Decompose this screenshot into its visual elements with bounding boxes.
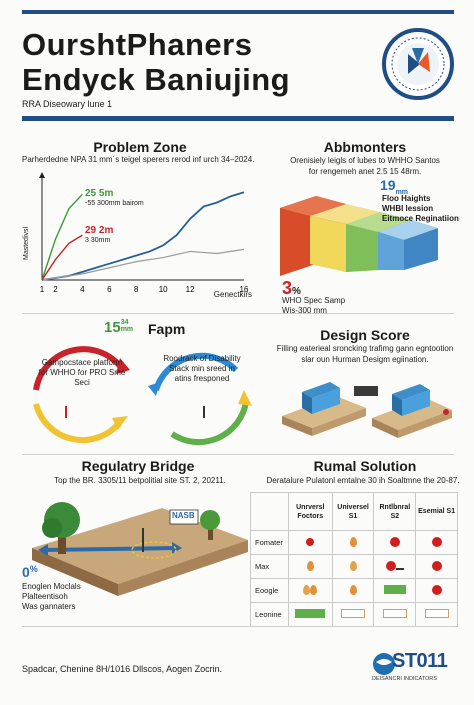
sol-col-2: Universel S1 bbox=[331, 492, 375, 531]
sol-col-0 bbox=[250, 492, 289, 531]
annot-green-note: -55 300mm bairom bbox=[85, 200, 144, 207]
abb-note-1: WHO Spec Samp bbox=[282, 296, 346, 305]
design-caption-2: slar oun Hurman Desigm egiination. bbox=[301, 355, 429, 364]
drop-icon bbox=[303, 584, 311, 595]
globe-icon bbox=[373, 653, 395, 675]
table-row: Eoogle bbox=[250, 578, 458, 603]
section-divider-2 bbox=[22, 454, 454, 455]
dot-icon bbox=[431, 584, 442, 595]
abb-stat-value: 19mm bbox=[380, 177, 409, 196]
series-line-2 bbox=[41, 248, 245, 281]
abb-caption-1: Orenisiely leigls of lubes to WHHO Santo… bbox=[290, 156, 440, 165]
drop-icon bbox=[349, 536, 357, 547]
design-heading: Design Score bbox=[320, 327, 410, 343]
abb-caption-2: for rengemeh anet 2.5 15 48rm. bbox=[308, 167, 422, 176]
solution-heading: Rumal Solution bbox=[313, 458, 417, 474]
series-line-3 bbox=[41, 193, 83, 281]
bridge-sign: NASB bbox=[172, 511, 195, 520]
header-top-rule bbox=[22, 10, 454, 14]
annot-red-value: 29 2m bbox=[85, 225, 114, 236]
solution-table: Unrversl Foctors Universel S1 Rntlbnral … bbox=[250, 492, 458, 627]
abb-note-2: Wis-300 mm bbox=[282, 306, 327, 315]
problem-chart: 1 2 4 6 8 10 12 16 Mastedivsl Genectkirs 25 5m … bbox=[22, 168, 252, 303]
solution-caption: Deratalure Pulatonl emtalne 30 ih Soaltm… bbox=[266, 476, 460, 485]
drop-icon bbox=[310, 584, 318, 595]
series-line-1 bbox=[41, 191, 245, 281]
sol-col-1: Unrversl Foctors bbox=[287, 492, 333, 531]
y-axis-arrow bbox=[39, 172, 45, 178]
x-tick-label: 6 bbox=[107, 285, 112, 294]
problem-chart-svg: 1 2 4 6 8 10 12 16 bbox=[39, 172, 249, 294]
annot-red-note: 3 30mm bbox=[85, 237, 111, 244]
footer-text: Spadcar, Chenine 8H/1016 Dllscos, Aogen … bbox=[22, 664, 223, 674]
bridge-line-1: Enoglen Moclals bbox=[22, 582, 81, 591]
header-bottom-rule bbox=[22, 116, 454, 121]
dot-icon bbox=[385, 560, 396, 571]
x-tick-label: 1 bbox=[40, 285, 45, 294]
table-row: Leonine bbox=[250, 602, 458, 627]
problem-ylabel: Mastedivsl bbox=[23, 226, 30, 260]
x-tick-label: 2 bbox=[53, 285, 58, 294]
abb-heading: Abbmonters bbox=[323, 139, 407, 155]
bridge-graphic: NASB 0% Enoglen Moclals Plalteentisoh Wa… bbox=[22, 488, 258, 611]
bridge-caption: Top the BR. 3305/11 betpolitial site ST.… bbox=[54, 476, 226, 485]
green-bar-icon bbox=[295, 609, 326, 618]
page-title-line2: Endyck Baniujing bbox=[22, 62, 291, 97]
dot-icon bbox=[389, 536, 400, 547]
bridge-line-3: Was gannaters bbox=[22, 602, 76, 611]
x-tick-label: 8 bbox=[134, 285, 139, 294]
outline-bar-icon bbox=[341, 609, 366, 618]
dot-icon bbox=[306, 537, 315, 546]
bridge-line-2: Plalteentisoh bbox=[22, 592, 68, 601]
green-bar-icon bbox=[383, 585, 406, 594]
series-line-4 bbox=[41, 234, 83, 281]
design-caption-1: Filling eaterieal sroncking trafimg gann… bbox=[276, 344, 454, 353]
section-divider-3 bbox=[22, 626, 454, 627]
x-tick-label: 10 bbox=[159, 285, 168, 294]
page-subtitle: RRA Diseowary lune 1 bbox=[22, 99, 113, 109]
sol-row-label: Max bbox=[250, 554, 289, 579]
drop-icon bbox=[306, 560, 314, 571]
drop-icon bbox=[349, 584, 357, 595]
abb-label-3: Eitmoce Reginatiion bbox=[382, 214, 459, 223]
drop-icon bbox=[349, 560, 357, 571]
dot-icon bbox=[431, 536, 442, 547]
abb-big-stat: 3% bbox=[282, 278, 301, 298]
problem-caption: Parherdedne NPA 31 mm´s teigel sperers r… bbox=[22, 155, 255, 164]
footer-logo-text: ST011 bbox=[392, 650, 448, 672]
x-tick-label: 12 bbox=[186, 285, 195, 294]
design-joints-graphic bbox=[276, 366, 456, 446]
table-row: Max bbox=[250, 554, 458, 579]
outline-bar-icon bbox=[382, 609, 407, 618]
section-divider-1 bbox=[22, 313, 454, 314]
table-row: Fomater bbox=[250, 530, 458, 555]
footer-logo: ST011 DEISANCRI INDICATORS bbox=[372, 650, 456, 686]
bridge-pct: 0% bbox=[22, 564, 38, 580]
fapm-left-text: Gampocstace platform for WHHO for PRO Sm… bbox=[38, 358, 126, 387]
abb-blocks-graphic bbox=[276, 178, 456, 288]
fapm-cycle-diagram: Gampocstace platform for WHHO for PRO Sm… bbox=[22, 340, 254, 450]
sol-col-4: Esemial S1 bbox=[415, 492, 458, 531]
seal-logo bbox=[382, 28, 454, 100]
outline-bar-icon bbox=[424, 609, 449, 618]
annot-green-value: 25 5m bbox=[85, 188, 114, 199]
dot-icon bbox=[431, 560, 442, 571]
sol-row-label: Eoogle bbox=[250, 578, 289, 603]
bridge-heading: Regulatry Bridge bbox=[81, 458, 195, 474]
abb-label-2: WHBI lession bbox=[382, 204, 434, 213]
problem-heading: Problem Zone bbox=[93, 139, 187, 155]
sol-col-3: Rntlbnral S2 bbox=[373, 492, 417, 531]
x-tick-label: 16 bbox=[240, 285, 249, 294]
x-tick-label: 4 bbox=[80, 285, 85, 294]
fapm-right-text: Roodrack of Disability Stack min sreed i… bbox=[163, 354, 241, 383]
footer-logo-sub: DEISANCRI INDICATORS bbox=[372, 676, 437, 682]
sol-row-label: Leonine bbox=[250, 602, 289, 627]
sol-row-label: Fomater bbox=[250, 530, 289, 555]
abb-label-1: Floo Haights bbox=[382, 194, 431, 203]
page-title-line1: OurshtPhaners bbox=[22, 27, 253, 62]
fapm-heading: Fapm bbox=[148, 321, 186, 337]
fapm-number: 1534 mm bbox=[104, 319, 134, 336]
problem-xlabel: Genectkirs bbox=[213, 290, 252, 299]
